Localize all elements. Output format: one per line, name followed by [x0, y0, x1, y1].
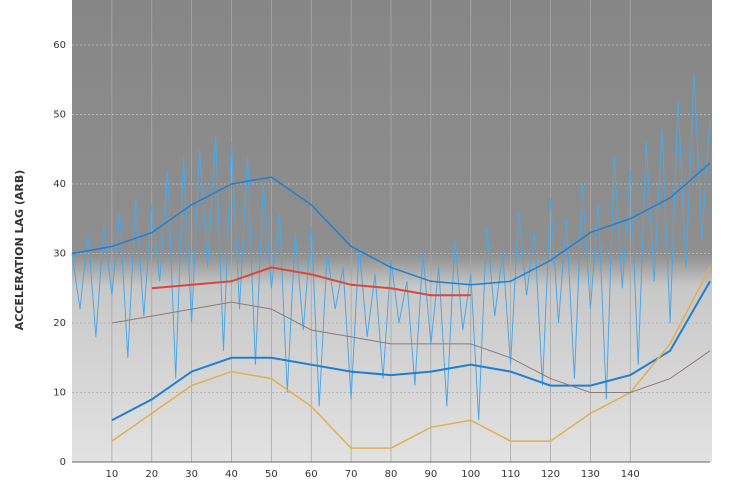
x-tick-label: 80: [385, 469, 398, 480]
x-tick-label: 110: [501, 469, 520, 480]
x-tick-label: 40: [225, 469, 238, 480]
x-tick-label: 70: [345, 469, 358, 480]
x-tick-label: 130: [581, 469, 600, 480]
series-line: [71, 72, 711, 421]
series-line: [111, 267, 711, 449]
y-tick-label: 40: [53, 179, 66, 190]
series-line: [111, 301, 711, 393]
x-tick-label: 120: [541, 469, 560, 480]
x-tick-label: 10: [106, 469, 119, 480]
x-tick-label: 140: [621, 469, 640, 480]
x-tick-label: 50: [265, 469, 278, 480]
x-tick-label: 60: [305, 469, 318, 480]
x-tick-label: 100: [461, 469, 480, 480]
y-tick-label: 0: [60, 457, 66, 468]
series-line: [151, 266, 471, 297]
y-tick-label: 20: [53, 318, 66, 329]
y-tick-label: 50: [53, 110, 66, 121]
x-tick-label: 30: [185, 469, 198, 480]
series-line: [71, 162, 711, 286]
series-line: [111, 280, 711, 422]
y-axis-label: ACCELERATION LAG (ARB): [13, 170, 26, 331]
x-tick-label: 90: [425, 469, 438, 480]
y-tick-label: 30: [53, 249, 66, 260]
y-tick-label: 10: [53, 388, 66, 399]
y-tick-label: 60: [53, 40, 66, 51]
x-tick-label: 20: [145, 469, 158, 480]
